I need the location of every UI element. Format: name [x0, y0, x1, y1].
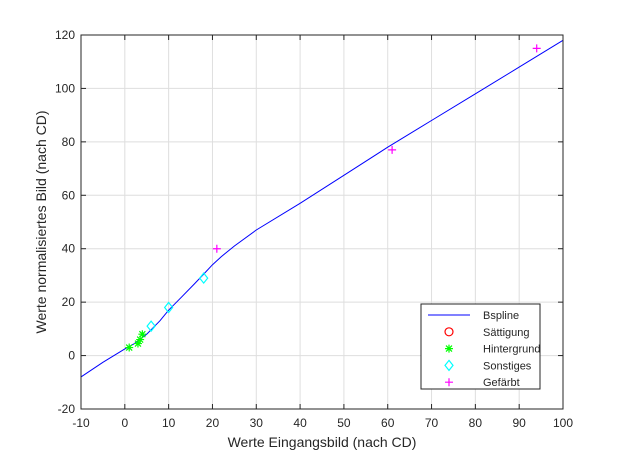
data-point-plus	[212, 244, 221, 253]
legend-marker-star	[445, 344, 453, 353]
y-tick-label: 20	[62, 295, 76, 309]
x-tick-label: 0	[121, 416, 128, 430]
legend-marker-plus	[445, 378, 453, 387]
data-point-star	[136, 335, 145, 344]
x-tick-label: 30	[250, 416, 264, 430]
legend-label: Gefärbt	[483, 377, 520, 389]
y-tick-label: -20	[58, 402, 76, 416]
y-tick-label: 0	[68, 349, 75, 363]
data-point-diamond	[163, 301, 174, 314]
x-tick-label: 40	[293, 416, 307, 430]
data-point-star	[133, 339, 142, 348]
data-point-plus	[532, 44, 541, 53]
data-point-plus	[388, 145, 397, 154]
legend: Bspline Sättigung Hintergrund Sonstiges Gefä…	[420, 303, 541, 390]
x-tick-label: -10	[72, 416, 90, 430]
x-axis-label: Werte Eingangsbild (nach CD)	[228, 434, 417, 450]
data-point-diamond	[198, 272, 209, 285]
y-tick-label: 100	[55, 81, 75, 95]
data-point-star	[138, 330, 147, 339]
y-tick-label: 120	[55, 28, 75, 42]
x-tick-label: 20	[206, 416, 220, 430]
legend-label: Hintergrund	[483, 344, 540, 356]
legend-label: Sonstiges	[483, 360, 532, 372]
y-tick-label: 80	[62, 135, 76, 149]
data-point-diamond	[146, 320, 156, 333]
legend-label: Bspline	[483, 310, 519, 322]
axes-box	[80, 34, 564, 410]
legend-box	[420, 303, 541, 390]
x-tick-label: 10	[162, 416, 176, 430]
legend-label: Sättigung	[483, 327, 529, 339]
x-tick-label: 50	[337, 416, 351, 430]
data-point-star	[125, 343, 134, 352]
x-tick-label: 60	[381, 416, 395, 430]
x-tick-label: 70	[425, 416, 439, 430]
legend-marker-diamond	[444, 359, 454, 372]
x-tick-label: 90	[513, 416, 527, 430]
y-tick-label: 60	[62, 188, 76, 202]
x-tick-label: 80	[469, 416, 483, 430]
marker-layer	[125, 44, 541, 352]
legend-marker-circle	[444, 327, 454, 337]
x-tick-label: 100	[553, 416, 573, 430]
ticks: -10 0 10 20 30 40 50 60 70 80 90 100 -20 0 20 40 60 80 100…	[55, 28, 573, 430]
y-axis-label: Werte normalisiertes Bild (nach CD)	[33, 110, 49, 333]
y-tick-label: 40	[62, 242, 76, 256]
